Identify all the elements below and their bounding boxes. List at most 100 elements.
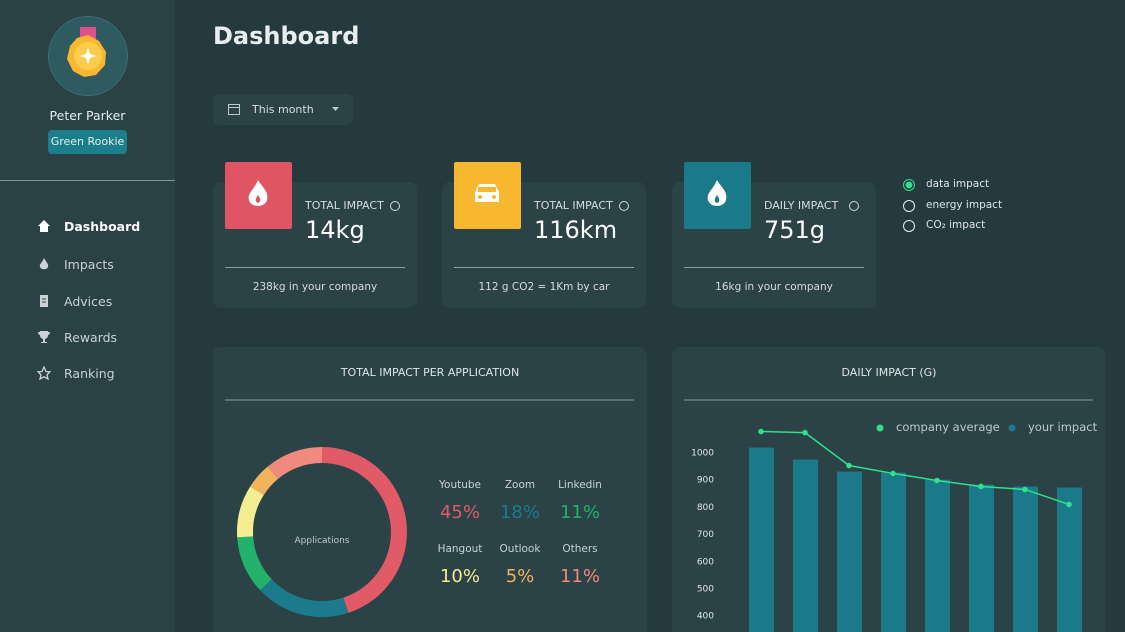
line-point — [802, 429, 808, 436]
divider — [0, 180, 175, 181]
icon-glyph — [707, 180, 727, 206]
nav-item[interactable]: Advices — [64, 294, 113, 309]
donut-panel — [213, 347, 647, 632]
chart-title: DAILY IMPACT (G) — [842, 366, 937, 379]
radio-button[interactable] — [903, 179, 915, 191]
y-tick-label: 400 — [697, 612, 714, 622]
y-tick-label: 800 — [697, 503, 714, 513]
legend-label: Outlook — [500, 543, 542, 555]
legend-label: Linkedin — [558, 479, 602, 491]
date-filter[interactable]: This month — [213, 94, 353, 125]
avatar — [48, 16, 128, 96]
info-icon — [849, 201, 859, 211]
value-label: 10% — [440, 566, 480, 587]
y-tick-label: 900 — [697, 476, 714, 486]
y-tick-label: 1000 — [691, 448, 714, 458]
line-point — [846, 462, 852, 469]
legend-label: company average — [896, 420, 1000, 434]
value-label: 45% — [440, 502, 480, 523]
line-point — [978, 483, 984, 490]
sidebar: Peter Parker Green Rookie Dashboard Impac… — [0, 0, 175, 632]
bar — [793, 459, 818, 632]
nav-icon — [37, 366, 51, 380]
donut-segment — [237, 486, 264, 538]
card-label: TOTAL IMPACT — [534, 199, 613, 212]
nav-icon — [38, 220, 50, 232]
radio-label[interactable]: CO₂ impact — [926, 219, 986, 231]
radio-button[interactable] — [903, 199, 915, 212]
line-point — [1022, 486, 1028, 493]
legend-swatch — [876, 424, 884, 432]
y-tick-label: 700 — [697, 530, 714, 540]
card-divider — [454, 267, 634, 268]
chart-title: TOTAL IMPACT PER APPLICATION — [340, 366, 519, 379]
card-label: TOTAL IMPACT — [305, 199, 384, 212]
card-footer: 112 g CO2 = 1Km by car — [478, 281, 610, 293]
info-icon — [390, 201, 400, 211]
card-footer: 16kg in your company — [715, 281, 833, 293]
donut-center-label: Applications — [295, 536, 350, 546]
line — [760, 430, 1070, 506]
radio-label[interactable]: data impact — [926, 178, 990, 190]
icon-glyph — [475, 184, 499, 202]
nav-item[interactable]: Dashboard — [64, 219, 141, 234]
page-title: Dashboard — [213, 22, 360, 50]
card-value: 751g — [764, 216, 826, 244]
user-badge: Green Rookie — [48, 130, 127, 154]
card-icon — [684, 162, 751, 229]
calendar-icon — [228, 104, 240, 115]
medal-icon — [67, 27, 106, 77]
legend-label: Youtube — [438, 479, 481, 491]
legend-swatch — [1008, 424, 1016, 432]
card-icon — [225, 162, 292, 229]
card-icon — [454, 162, 521, 229]
info-icon — [619, 201, 629, 211]
nav-item[interactable]: Rewards — [64, 330, 118, 345]
card-divider — [684, 267, 864, 268]
y-tick-label: 600 — [697, 557, 714, 567]
donut-segment — [267, 447, 323, 480]
legend-label: Others — [562, 543, 597, 555]
user-name: Peter Parker — [49, 108, 126, 123]
y-tick-label: 500 — [697, 584, 714, 594]
legend-label: Hangout — [438, 543, 483, 555]
bar — [925, 479, 950, 632]
bar — [881, 472, 906, 632]
bar — [1057, 487, 1082, 632]
radio-label[interactable]: energy impact — [926, 198, 1003, 211]
bar — [749, 447, 774, 632]
legend-label: your impact — [1028, 420, 1098, 434]
value-label: 11% — [560, 566, 600, 587]
filter-label: This month — [252, 103, 314, 116]
line-point — [1066, 501, 1072, 508]
nav-item[interactable]: Ranking — [64, 366, 115, 381]
line-point — [934, 477, 940, 484]
radio-button[interactable] — [903, 220, 915, 232]
donut-segment — [321, 447, 407, 613]
line-point — [890, 470, 896, 477]
value-label: 11% — [560, 502, 600, 523]
donut-segment — [250, 466, 279, 496]
nav-item[interactable]: Impacts — [64, 257, 114, 272]
card-value: 116km — [534, 216, 618, 244]
bar — [837, 471, 862, 632]
donut-segment — [260, 579, 349, 617]
icon-glyph — [248, 180, 268, 206]
bar — [969, 484, 994, 632]
card-label: DAILY IMPACT — [764, 199, 839, 212]
bar — [1013, 486, 1038, 632]
value-label: 18% — [500, 502, 540, 523]
nav-icon — [40, 295, 48, 307]
nav-icon — [38, 331, 50, 343]
donut-segment — [237, 536, 272, 591]
card-divider — [225, 267, 405, 268]
legend-label: Zoom — [505, 479, 535, 491]
value-label: 5% — [506, 566, 535, 587]
dropdown-caret — [332, 107, 339, 111]
nav-icon — [39, 258, 49, 270]
card-footer: 238kg in your company — [252, 281, 378, 293]
line-point — [758, 428, 764, 435]
card-value: 14kg — [305, 216, 365, 244]
